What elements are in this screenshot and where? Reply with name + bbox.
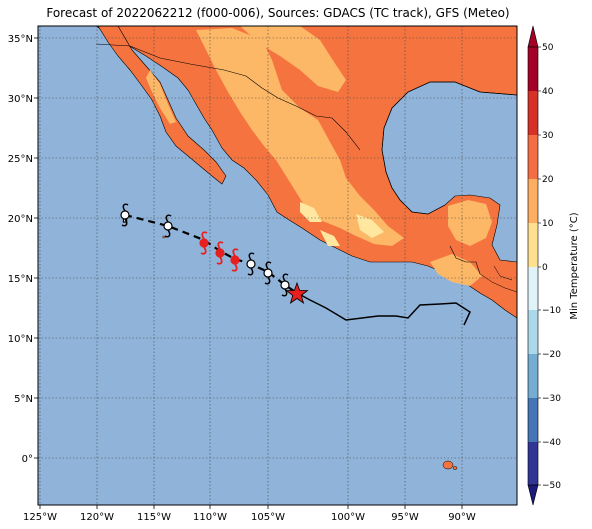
gulf-coastline	[381, 81, 517, 215]
colorbar-label: Min Temperature (°C)	[569, 212, 580, 319]
lon-label: 90°W	[448, 512, 476, 523]
mexico-guatemala-border	[449, 245, 481, 275]
colorbar-band-8	[528, 354, 538, 398]
lat-label: 0°	[22, 454, 33, 465]
land-cool-patch-3	[320, 230, 340, 246]
galapagos-islands	[442, 460, 454, 470]
colorbar-band-4	[528, 179, 538, 223]
colorbar-top-arrow	[527, 25, 539, 48]
hurricane-icon-4	[215, 241, 225, 265]
colorbar-tick-label: −40	[542, 438, 561, 448]
colorbar-band-10	[528, 442, 538, 485]
map-title: Forecast of 2022062212 (f000-006), Sourc…	[46, 6, 510, 20]
land-plateau	[196, 28, 404, 246]
hurricane-icon-1	[120, 203, 130, 227]
colorbar-band-9	[528, 398, 538, 442]
past-track-line	[296, 292, 471, 326]
colorbar-band-1	[528, 47, 538, 91]
colorbar-ticks	[538, 46, 541, 486]
current-position-star-icon	[285, 281, 309, 304]
colorbar-tick-label: 0	[542, 263, 548, 273]
land-yucatan-mild	[448, 200, 492, 246]
lon-label: 125°W	[23, 512, 57, 523]
colorbar-band-3	[528, 135, 538, 179]
central-america-borders-2	[493, 265, 513, 281]
gridlines	[38, 26, 517, 505]
colorbar-bottom-arrow	[527, 484, 539, 506]
lat-label: 30°N	[8, 94, 33, 105]
colorbar-tick-label: −50	[542, 481, 561, 491]
hurricane-symbols: .	[120, 203, 290, 297]
colorbar-tick-label: 10	[542, 219, 554, 229]
colorbar-frame	[527, 46, 539, 486]
hurricane-icon-6	[246, 252, 256, 276]
lon-labels: 125°W 120°W 115°W 110°W 105°W 100°W 95°W…	[23, 512, 476, 523]
colorbar-tick-label: −20	[542, 350, 561, 360]
map-frame	[37, 25, 518, 506]
colorbar: 50 40 30 20 10 0 −10 −20 −30 −40 −50 Min…	[527, 25, 580, 506]
colorbar-tick-label: −10	[542, 306, 561, 316]
lon-label: 115°W	[137, 512, 171, 523]
lat-labels: 35°N 30°N 25°N 20°N 15°N 10°N 5°N 0°	[8, 34, 33, 465]
land-baja-interior	[146, 70, 176, 124]
land-cool-patch-2	[300, 202, 322, 222]
lat-label: 15°N	[8, 274, 33, 285]
forecast-track-line	[124, 213, 298, 294]
lon-label: 110°W	[193, 512, 227, 523]
land-highlands-north	[240, 26, 346, 92]
colorbar-tick-label: −30	[542, 394, 561, 404]
lat-label: 5°N	[14, 394, 33, 405]
hurricane-icon-3	[199, 231, 209, 255]
lon-label: 95°W	[391, 512, 419, 523]
lon-label: 105°W	[251, 512, 285, 523]
lon-label: 120°W	[80, 512, 114, 523]
colorbar-tick-label: 40	[542, 87, 554, 97]
lat-label: 25°N	[8, 154, 33, 165]
land-cool-patch-1	[356, 214, 384, 238]
galapagos-islet	[452, 466, 458, 470]
lat-label: 20°N	[8, 214, 33, 225]
colorbar-tick-label: 20	[542, 175, 554, 185]
hurricane-icon-7	[263, 261, 273, 285]
colorbar-band-6	[528, 267, 538, 310]
hurricane-icon-5	[230, 248, 240, 272]
map-panel[interactable]: .	[38, 26, 517, 505]
hurricane-icon-2	[163, 214, 173, 238]
lat-label: 35°N	[8, 34, 33, 45]
us-mexico-border	[95, 43, 361, 151]
colorbar-band-5	[528, 223, 538, 267]
tick-marks	[34, 37, 463, 509]
colorbar-tick-label: 50	[542, 43, 554, 53]
colorbar-band-7	[528, 310, 538, 354]
lon-label: 100°W	[331, 512, 365, 523]
colorbar-tick-label: 30	[542, 131, 554, 141]
colorbar-band-2	[528, 91, 538, 135]
lat-label: 10°N	[8, 334, 33, 345]
